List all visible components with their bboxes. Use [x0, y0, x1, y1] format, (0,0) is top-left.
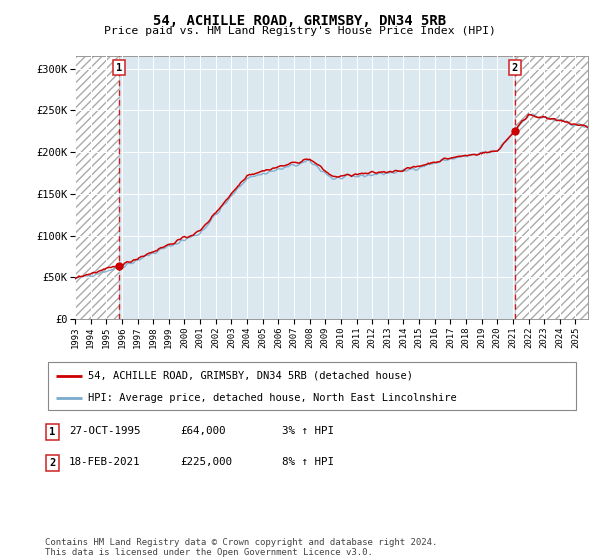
Text: 1: 1: [49, 427, 56, 437]
Text: Contains HM Land Registry data © Crown copyright and database right 2024.
This d: Contains HM Land Registry data © Crown c…: [45, 538, 437, 557]
Text: 2: 2: [49, 458, 56, 468]
Text: 2: 2: [512, 63, 518, 73]
Text: 1: 1: [116, 63, 122, 73]
Text: 3% ↑ HPI: 3% ↑ HPI: [282, 426, 334, 436]
FancyBboxPatch shape: [46, 455, 59, 471]
Text: £64,000: £64,000: [180, 426, 226, 436]
Bar: [75, 56, 119, 319]
Text: 8% ↑ HPI: 8% ↑ HPI: [282, 457, 334, 467]
Text: HPI: Average price, detached house, North East Lincolnshire: HPI: Average price, detached house, Nort…: [88, 393, 457, 403]
Text: 54, ACHILLE ROAD, GRIMSBY, DN34 5RB: 54, ACHILLE ROAD, GRIMSBY, DN34 5RB: [154, 14, 446, 28]
Text: 18-FEB-2021: 18-FEB-2021: [69, 457, 140, 467]
Text: Price paid vs. HM Land Registry's House Price Index (HPI): Price paid vs. HM Land Registry's House …: [104, 26, 496, 36]
FancyBboxPatch shape: [48, 362, 576, 410]
FancyBboxPatch shape: [46, 424, 59, 440]
Text: 27-OCT-1995: 27-OCT-1995: [69, 426, 140, 436]
Text: £225,000: £225,000: [180, 457, 232, 467]
Text: 54, ACHILLE ROAD, GRIMSBY, DN34 5RB (detached house): 54, ACHILLE ROAD, GRIMSBY, DN34 5RB (det…: [88, 371, 413, 381]
Bar: [515, 56, 588, 319]
